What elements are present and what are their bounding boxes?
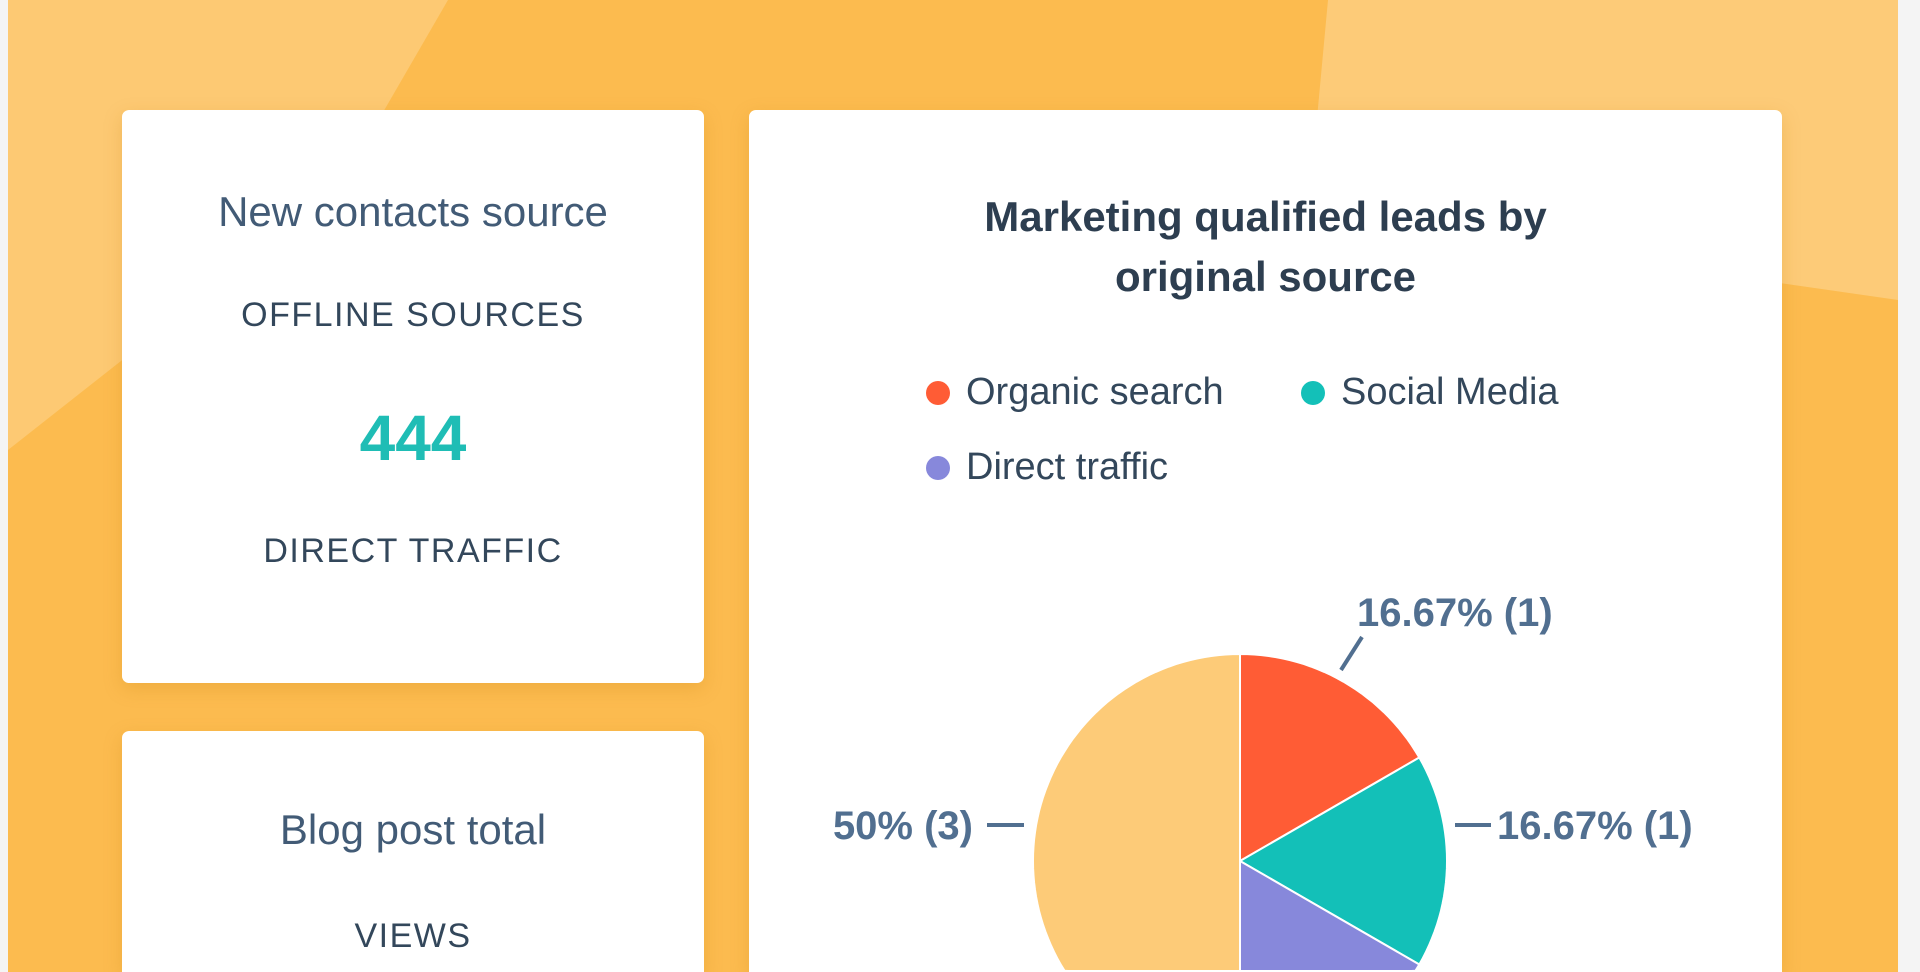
label-bottom: DIRECT TRAFFIC xyxy=(263,532,563,570)
label-top: OFFLINE SOURCES xyxy=(241,296,585,334)
card-title: New contacts source xyxy=(218,188,608,235)
legend-item-social-media[interactable]: Social Media xyxy=(1301,371,1559,414)
slice-label-organic: 16.67% (1) xyxy=(1357,591,1553,635)
blog-post-card: Blog post total VIEWS xyxy=(122,731,704,972)
new-contacts-card: New contacts source OFFLINE SOURCES 444 … xyxy=(122,110,704,683)
chart-title-line2: original source xyxy=(1114,253,1417,300)
pie-chart: 16.67% (1) 16.67% (1) 50% (3) xyxy=(833,591,1693,972)
chart-title-line1: Marketing qualified leads by xyxy=(984,193,1547,240)
pie-slice-3[interactable] xyxy=(1031,652,1241,972)
legend-item-organic-search[interactable]: Organic search xyxy=(926,371,1224,414)
pie-slice-1[interactable] xyxy=(1237,756,1449,966)
leader-line xyxy=(1339,635,1364,672)
legend-dot-icon xyxy=(926,380,950,405)
metric-value: 444 xyxy=(359,402,467,474)
legend-dot-icon xyxy=(1301,380,1325,405)
legend-label: Organic search xyxy=(966,371,1224,413)
pie-slice-0[interactable] xyxy=(1239,652,1421,863)
mql-chart-card: Marketing qualified leads by original so… xyxy=(749,110,1782,972)
legend-label: Direct traffic xyxy=(966,446,1169,488)
slice-label-social: 16.67% (1) xyxy=(1497,804,1693,848)
legend-item-direct-traffic[interactable]: Direct traffic xyxy=(926,446,1168,489)
legend-dot-icon xyxy=(926,455,950,480)
legend-label: Social Media xyxy=(1341,371,1559,413)
card-title: Blog post total xyxy=(279,806,547,853)
pie-slice-2[interactable] xyxy=(1239,859,1421,972)
label-views: VIEWS xyxy=(354,917,472,955)
slice-label-offline: 50% (3) xyxy=(833,804,973,848)
